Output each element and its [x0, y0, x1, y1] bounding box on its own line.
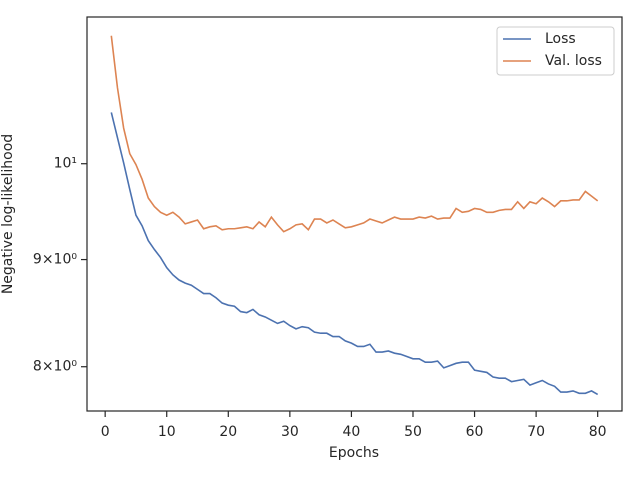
y-tick-label: 9×10⁰	[33, 252, 77, 268]
line-series	[110, 35, 599, 233]
x-tick-label: 10	[158, 424, 176, 440]
x-tick-label: 50	[404, 424, 422, 440]
x-tick-label: 20	[219, 424, 237, 440]
line-series	[110, 112, 599, 396]
x-tick-label: 40	[343, 424, 361, 440]
x-tick-label: 30	[281, 424, 299, 440]
y-tick-label: 10¹	[54, 156, 77, 172]
y-axis-label: Negative log-likelihood	[0, 134, 16, 294]
legend-label: Loss	[545, 31, 576, 47]
legend-label: Val. loss	[545, 53, 602, 69]
y-tick-label: 8×10⁰	[33, 359, 77, 375]
x-tick-label: 0	[101, 424, 110, 440]
x-tick-label: 60	[466, 424, 484, 440]
x-tick-label: 80	[589, 424, 607, 440]
plot-frame	[86, 16, 623, 412]
x-tick-label: 70	[527, 424, 545, 440]
x-axis-label: Epochs	[329, 445, 379, 461]
